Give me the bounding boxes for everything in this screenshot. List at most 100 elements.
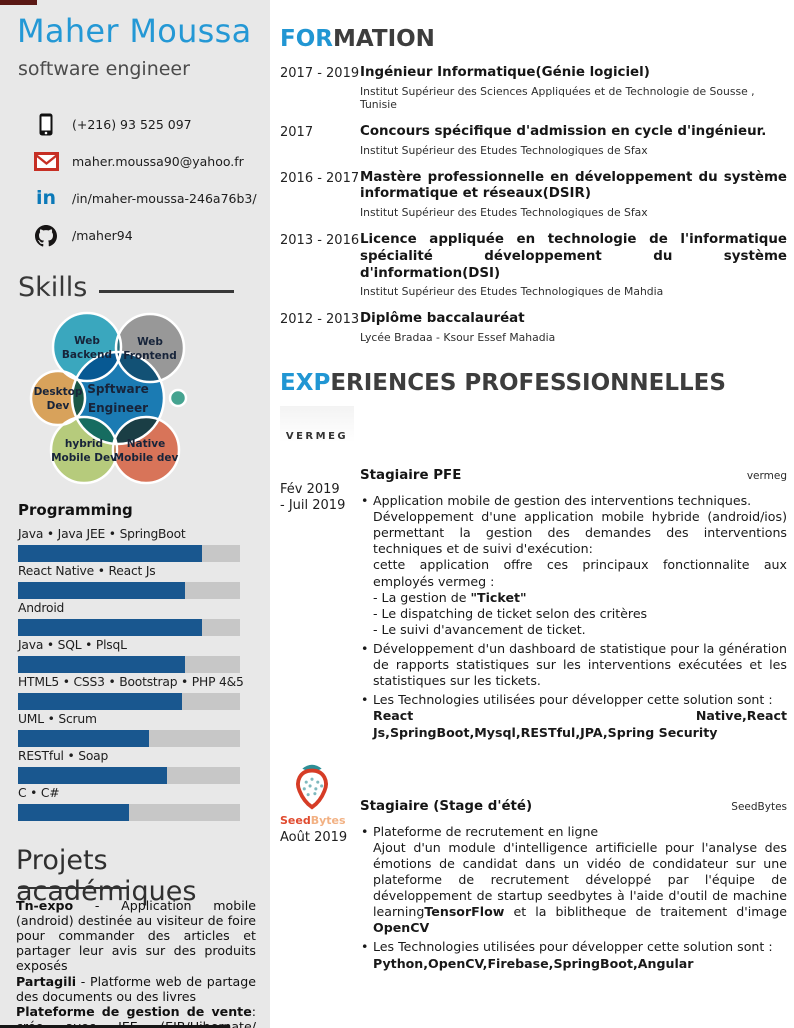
skill-bubble-label: Spftware xyxy=(87,382,148,396)
skill-bubble-label: Web xyxy=(137,336,163,348)
education-body: Mastère professionnelle en développement… xyxy=(360,170,787,220)
formation-title: FORMATION xyxy=(280,26,787,52)
skill-bubble-label: Mobile Dev xyxy=(51,452,117,464)
skill-bubble-label: Mobile dev xyxy=(114,452,179,464)
skill-bubble-label: Desktop xyxy=(34,386,83,398)
skill-bar-track xyxy=(18,656,240,673)
job-vermeg: VERMEG Fév 2019 - Juil 2019 Stagiaire PF… xyxy=(280,406,787,744)
skill-bubble-label: Web xyxy=(74,335,100,347)
job-title: Stagiaire (Stage d'été) xyxy=(360,798,533,814)
education-body: Diplôme baccalauréat Lycée Bradaa - Ksour… xyxy=(360,311,787,344)
skills-title: Skills xyxy=(18,272,88,303)
contact-linkedin[interactable]: in /in/maher-moussa-246a76b3/ xyxy=(33,180,263,217)
skill-bar-group: Java • Java JEE • SpringBoot xyxy=(18,526,240,563)
skill-bar-group: React Native • React Js xyxy=(18,563,240,600)
education-degree: Mastère professionnelle en développement… xyxy=(360,169,787,202)
skill-bubble-ring xyxy=(49,415,119,485)
education-dates: 2017 - 2019 xyxy=(280,66,360,81)
experience-title: EXPERIENCES PROFESSIONNELLES xyxy=(280,370,787,396)
education-dates: 2016 - 2017 xyxy=(280,170,360,186)
seedbytes-wordmark: SeedBytes xyxy=(280,813,346,827)
skill-bubble xyxy=(113,417,179,483)
job-dates: Août 2019 xyxy=(280,829,348,845)
skill-bar-label: React Native • React Js xyxy=(18,564,156,578)
education-degree: Diplôme baccalauréat xyxy=(360,311,525,327)
job-title-row: Stagiaire (Stage d'été) SeedBytes xyxy=(360,799,787,814)
education-dates: 2017 xyxy=(280,124,314,140)
job-title-row: Stagiaire PFE vermeg xyxy=(360,468,787,483)
email-icon xyxy=(33,152,59,171)
education-degree: Licence appliquée en technologie de l'in… xyxy=(360,232,787,281)
formation-title-accent: FOR xyxy=(280,26,333,52)
education-body: Licence appliquée en technologie de l'in… xyxy=(360,232,787,298)
skill-bubble-label: Frontend xyxy=(123,350,177,362)
projects-title: Projets académiques xyxy=(16,845,197,907)
skill-bar-label: Android xyxy=(18,601,65,615)
name: Maher Moussa xyxy=(17,12,252,50)
vermeg-logo: VERMEG xyxy=(280,406,354,466)
experience-title-accent: EXP xyxy=(280,370,331,396)
education-dates: 2013 - 2016 xyxy=(280,233,360,248)
skill-bubble-label: Engineer xyxy=(88,401,148,415)
skills-bubble-diagram: Web Backend Web Frontend Spftware Engineer Des… xyxy=(29,311,188,485)
skill-bubble-ring xyxy=(111,415,181,485)
skill-bar-group: UML • Scrum xyxy=(18,711,240,748)
github-handle: /maher94 xyxy=(72,228,133,243)
skill-bar-group: C • C# xyxy=(18,785,240,822)
education-school: Lycée Bradaa - Ksour Essef Mahadia xyxy=(360,331,556,344)
project-item: Plateforme de gestion de vente: crée ave… xyxy=(16,1003,256,1028)
job-seedbytes: SeedBytes Août 2019 Stagiaire (Stage d'é… xyxy=(280,759,787,975)
skill-bubble-ring xyxy=(29,369,87,427)
skill-bar-label: C • C# xyxy=(18,786,60,800)
skill-bar-track xyxy=(18,693,240,710)
job-title: Stagiaire PFE xyxy=(360,468,462,483)
job-bullet: Les Technologies utilisées pour développ… xyxy=(360,939,787,971)
skill-bar-track xyxy=(18,619,240,636)
skill-bar-fill xyxy=(18,545,203,562)
job-bullet-list: Application mobile de gestion des interv… xyxy=(360,493,787,741)
education-degree: Concours spécifique d'admission en cycle… xyxy=(360,123,767,139)
education-school: Institut Supérieur des Etudes Technologi… xyxy=(360,285,664,299)
skill-bar-fill xyxy=(18,804,129,821)
linkedin-icon: in xyxy=(35,187,57,209)
skill-bubble xyxy=(31,371,85,425)
education-body: Concours spécifique d'admission en cycle… xyxy=(360,124,787,157)
contact-phone[interactable]: (+216) 93 525 097 xyxy=(33,106,263,143)
skill-bubble-ring xyxy=(51,311,123,383)
bottom-rule xyxy=(0,1025,230,1028)
phone-icon xyxy=(33,113,59,136)
skill-bar-label: Java • SQL • PlsqL xyxy=(18,638,127,652)
education-dates: 2012 - 2013 xyxy=(280,312,360,328)
skill-bar-fill xyxy=(18,656,185,673)
skill-bar-label: HTML5 • CSS3 • Bootstrap • PHP 4&5 xyxy=(18,675,244,689)
skill-bar-label: RESTful • Soap xyxy=(18,749,109,763)
project-item: Tn-expo - Application mobile (android) d… xyxy=(16,898,256,974)
skill-bubble xyxy=(51,417,117,483)
skill-bar-track xyxy=(18,767,240,784)
linkedin-handle: /in/maher-moussa-246a76b3/ xyxy=(72,191,257,206)
job-left-column: VERMEG Fév 2019 - Juil 2019 xyxy=(280,406,360,744)
contact-email[interactable]: maher.moussa90@yahoo.fr xyxy=(33,143,263,180)
contact-github[interactable]: /maher94 xyxy=(33,217,263,254)
education-school: Institut Supérieur des Etudes Technologi… xyxy=(360,206,648,219)
email-address: maher.moussa90@yahoo.fr xyxy=(72,154,244,169)
skill-bar-fill xyxy=(18,767,167,784)
skill-bubble-ring xyxy=(114,312,186,384)
skill-bar-track xyxy=(18,804,240,821)
job-bullet: Application mobile de gestion des interv… xyxy=(360,493,787,638)
skill-bubble xyxy=(170,390,186,406)
job-company: vermeg xyxy=(746,470,787,482)
skill-bar-track xyxy=(18,545,240,562)
projects-rule xyxy=(18,887,129,889)
skill-bar-fill xyxy=(18,619,203,636)
job-bullet-list: Plateforme de recrutement en ligne Ajout… xyxy=(360,824,787,972)
programming-title: Programming xyxy=(18,501,133,519)
skill-bar-fill xyxy=(18,582,185,599)
education-entry: 2012 - 2013 Diplôme baccalauréat Lycée Bra… xyxy=(280,311,787,344)
skill-bar-group: RESTful • Soap xyxy=(18,748,240,785)
skill-bar-group: Android xyxy=(18,600,240,637)
projects-list: Tn-expo - Application mobile (android) d… xyxy=(16,898,256,1028)
education-degree: Ingénieur Informatique(Génie logiciel) xyxy=(360,65,650,80)
education-entry: 2017 Concours spécifique d'admission en c… xyxy=(280,124,787,157)
